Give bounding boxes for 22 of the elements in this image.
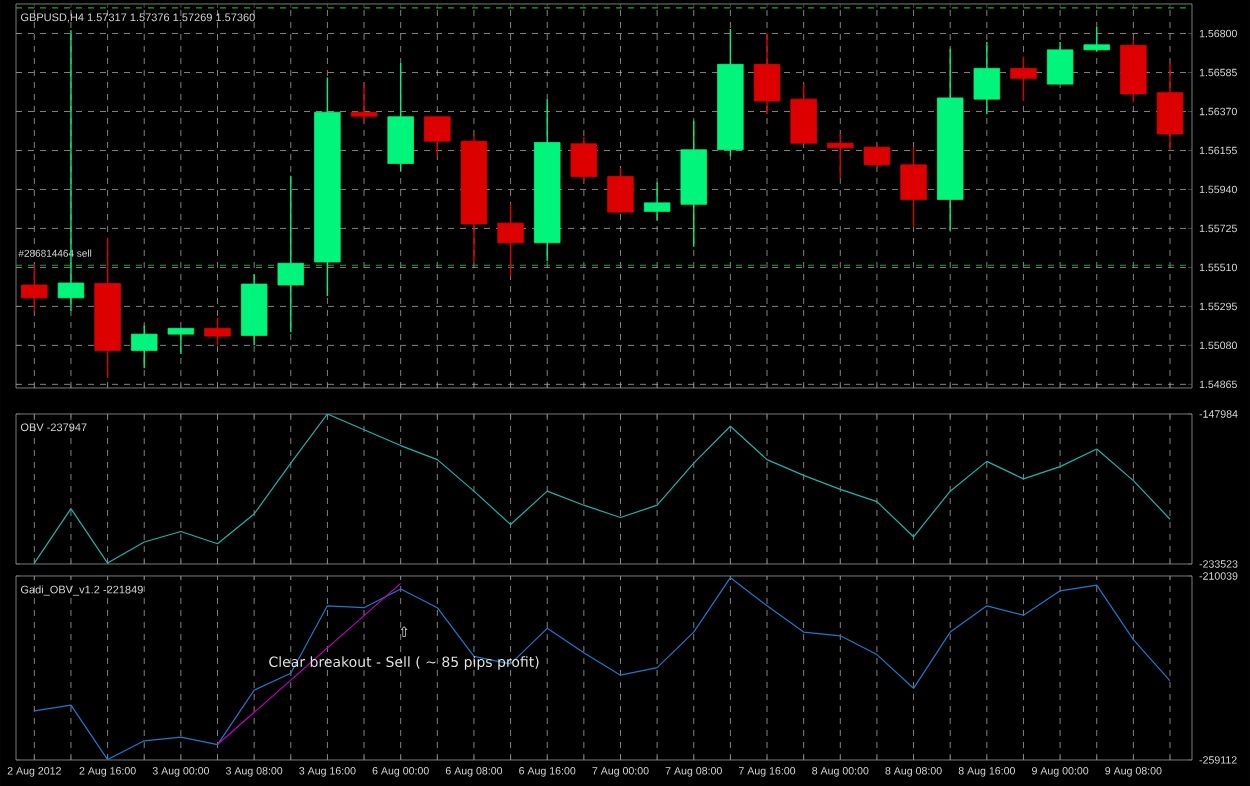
candlestick — [497, 203, 524, 277]
candlestick — [1156, 62, 1184, 151]
candlestick — [607, 167, 634, 213]
candlestick — [1083, 26, 1110, 53]
candlestick — [1010, 55, 1037, 102]
candlestick — [753, 32, 781, 115]
candlestick — [277, 175, 304, 333]
candlestick — [21, 263, 48, 312]
candlestick — [900, 146, 927, 228]
candlestick — [790, 83, 817, 144]
candlestick — [973, 41, 1001, 115]
candlestick — [350, 83, 378, 123]
candlestick — [570, 135, 598, 182]
candlestick — [204, 316, 231, 346]
candlestick — [1046, 41, 1074, 85]
candlestick — [827, 133, 854, 179]
candlestick — [167, 327, 195, 355]
candlestick — [424, 116, 451, 157]
candlestick — [643, 181, 671, 222]
candlestick — [131, 324, 158, 369]
candlestick — [863, 144, 891, 169]
candlestick — [387, 62, 414, 173]
